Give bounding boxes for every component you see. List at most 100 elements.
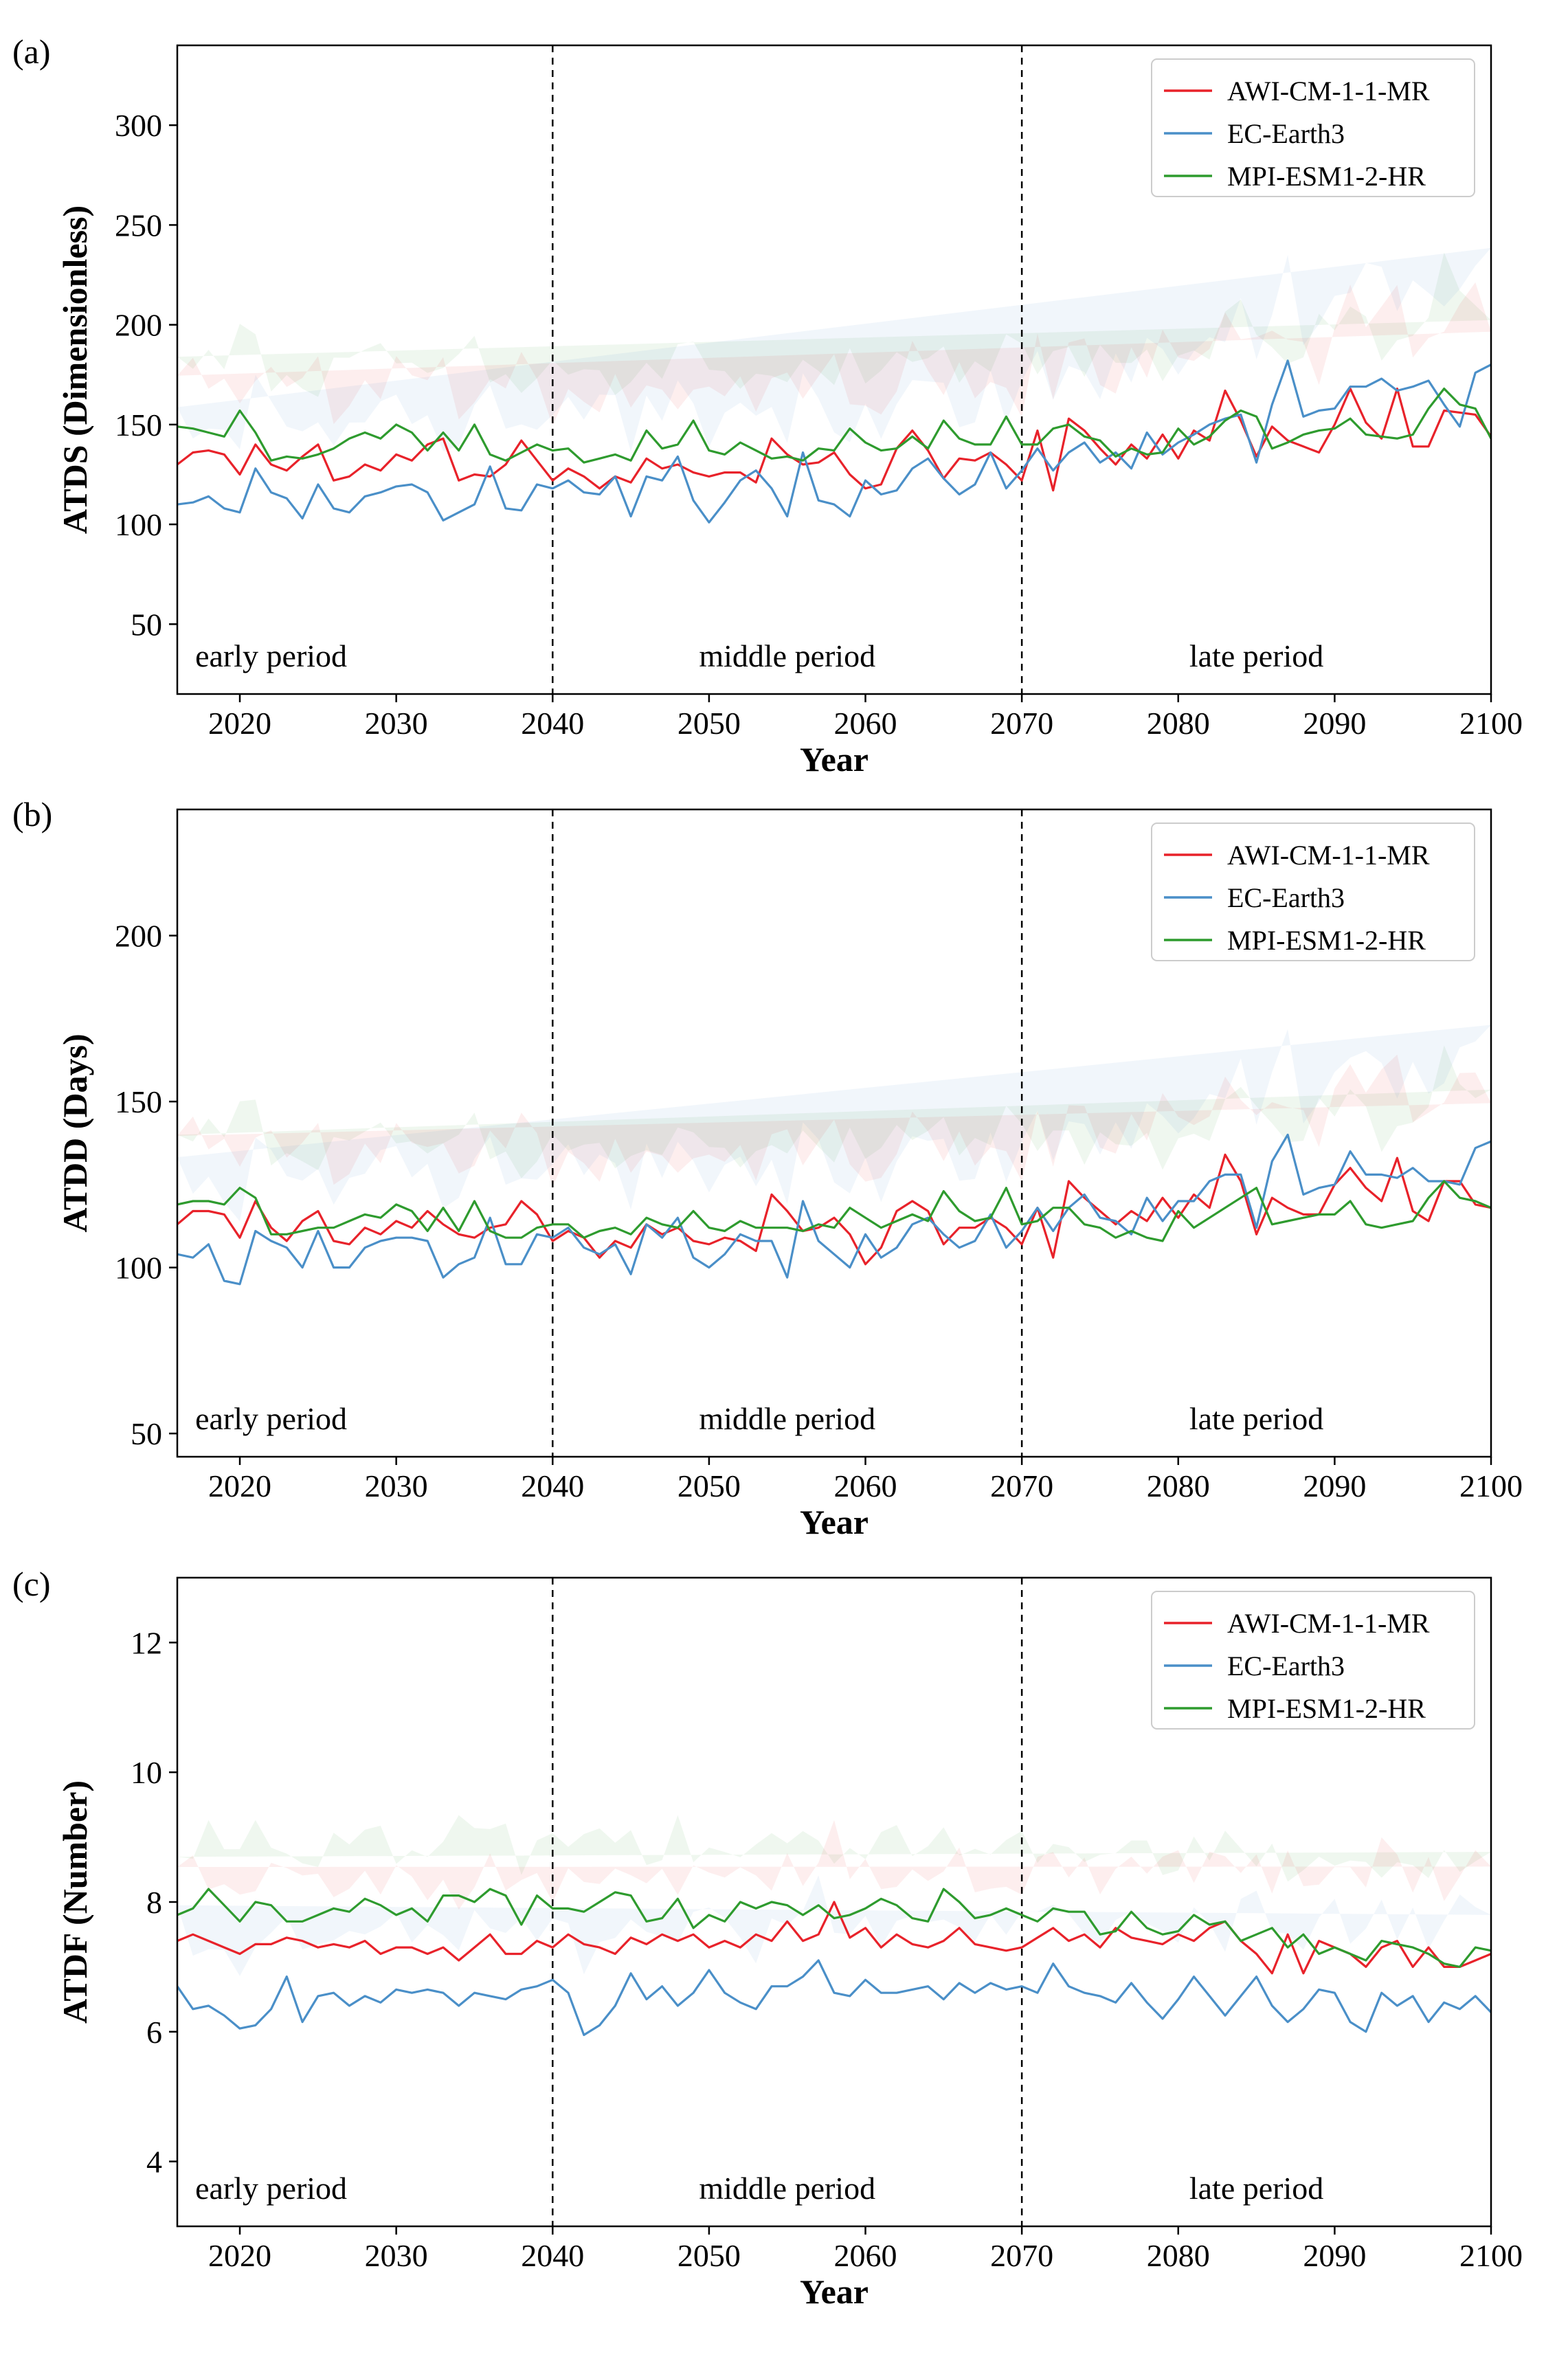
x-tick-label: 2020 — [208, 1468, 271, 1503]
legend-box — [1151, 1591, 1475, 1730]
x-tick-label: 2020 — [208, 706, 271, 741]
legend-entry: EC-Earth3 — [1227, 1651, 1345, 1681]
y-tick-label: 200 — [115, 919, 162, 954]
legend-entry: EC-Earth3 — [1227, 118, 1345, 149]
legend: AWI-CM-1-1-MR EC-Earth3 MPI-ESM1-2-HR — [1151, 823, 1475, 961]
legend-entry: MPI-ESM1-2-HR — [1227, 1693, 1426, 1724]
band-EC-Earth3 — [177, 1875, 1491, 1976]
series-line-AWI-CM-1-1-MR — [177, 1153, 1491, 1266]
x-tick-label: 2070 — [990, 706, 1053, 741]
legend: AWI-CM-1-1-MR EC-Earth3 MPI-ESM1-2-HR — [1151, 58, 1475, 197]
period-label: early period — [195, 2171, 347, 2206]
legend-entry: AWI-CM-1-1-MR — [1227, 840, 1430, 871]
legend-entry: AWI-CM-1-1-MR — [1227, 76, 1430, 107]
series-line-EC-Earth3 — [177, 359, 1491, 524]
x-tick-label: 2080 — [1147, 706, 1210, 741]
series-line-AWI-CM-1-1-MR — [177, 1901, 1491, 1975]
y-tick-label: 10 — [131, 1755, 162, 1790]
y-axis-label: ATDF (Number) — [56, 1780, 94, 2024]
y-tick-label: 50 — [131, 607, 162, 642]
y-tick-label: 12 — [131, 1625, 162, 1660]
x-tick-label: 2080 — [1147, 2238, 1210, 2273]
series-line-MPI-ESM1-2-HR — [177, 388, 1491, 464]
series-line-MPI-ESM1-2-HR — [177, 1888, 1491, 1968]
panel-label: (a) — [12, 32, 51, 71]
y-tick-label: 100 — [115, 1251, 162, 1286]
band-AWI-CM-1-1-MR — [177, 1820, 1491, 1910]
x-tick-label: 2100 — [1459, 1468, 1523, 1503]
y-axis-label: ATDS (Dimensionless) — [56, 205, 94, 534]
period-label: middle period — [699, 638, 875, 673]
x-tick-label: 2030 — [365, 1468, 428, 1503]
period-label: middle period — [699, 2171, 875, 2206]
series-line-AWI-CM-1-1-MR — [177, 388, 1491, 492]
x-tick-label: 2100 — [1459, 2238, 1523, 2273]
legend-box — [1151, 823, 1475, 961]
x-tick-label: 2070 — [990, 2238, 1053, 2273]
series-line-EC-Earth3 — [177, 1133, 1491, 1286]
legend-box — [1151, 58, 1475, 197]
x-tick-label: 2100 — [1459, 706, 1523, 741]
x-axis-label: Year — [800, 740, 869, 779]
period-label: middle period — [699, 1401, 875, 1436]
x-tick-label: 2060 — [834, 2238, 897, 2273]
period-label: late period — [1189, 638, 1323, 673]
chart-panel-1: 2020 2030 2040 2050 2060 2070 2080 2090 2100 50 10… — [12, 32, 1523, 779]
x-tick-label: 2050 — [677, 2238, 741, 2273]
x-tick-label: 2070 — [990, 1468, 1053, 1503]
band-AWI-CM-1-1-MR — [177, 282, 1491, 426]
x-tick-label: 2050 — [677, 1468, 741, 1503]
uncertainty-bands — [177, 247, 1491, 452]
x-tick-label: 2030 — [365, 706, 428, 741]
period-label: early period — [195, 638, 347, 673]
y-tick-label: 4 — [146, 2145, 162, 2180]
y-tick-label: 8 — [146, 1885, 162, 1920]
x-axis-label: Year — [800, 2272, 869, 2311]
period-label: late period — [1189, 2171, 1323, 2206]
series-lines — [177, 1888, 1491, 2037]
x-tick-label: 2040 — [521, 706, 584, 741]
x-tick-label: 2090 — [1303, 2238, 1366, 2273]
uncertainty-bands — [177, 1025, 1491, 1222]
x-tick-label: 2090 — [1303, 1468, 1366, 1503]
legend-entry: AWI-CM-1-1-MR — [1227, 1608, 1430, 1639]
x-tick-label: 2050 — [677, 706, 741, 741]
uncertainty-bands — [177, 1815, 1491, 1976]
x-tick-label: 2080 — [1147, 1468, 1210, 1503]
band-MPI-ESM1-2-HR — [177, 1815, 1491, 1882]
axes-frame — [176, 44, 1492, 695]
y-tick-label: 50 — [131, 1416, 162, 1451]
x-tick-label: 2040 — [521, 1468, 584, 1503]
band-MPI-ESM1-2-HR — [177, 252, 1491, 397]
axes-frame — [176, 808, 1492, 1458]
period-label: early period — [195, 1401, 347, 1436]
y-axis-label: ATDD (Days) — [56, 1033, 94, 1232]
band-EC-Earth3 — [177, 1025, 1491, 1222]
x-tick-label: 2090 — [1303, 706, 1366, 741]
x-tick-label: 2040 — [521, 2238, 584, 2273]
panel-label: (c) — [12, 1565, 51, 1603]
x-tick-label: 2020 — [208, 2238, 271, 2273]
y-tick-label: 150 — [115, 1084, 162, 1119]
series-line-EC-Earth3 — [177, 1959, 1491, 2037]
panel-label: (b) — [12, 795, 52, 833]
x-axis-label: Year — [800, 1503, 869, 1541]
band-MPI-ESM1-2-HR — [177, 1045, 1491, 1178]
y-tick-label: 250 — [115, 208, 162, 243]
legend: AWI-CM-1-1-MR EC-Earth3 MPI-ESM1-2-HR — [1151, 1591, 1475, 1730]
y-tick-label: 300 — [115, 108, 162, 143]
y-tick-label: 6 — [146, 2015, 162, 2050]
y-tick-label: 100 — [115, 507, 162, 542]
y-tick-label: 200 — [115, 308, 162, 343]
series-lines — [177, 1133, 1491, 1286]
period-label: late period — [1189, 1401, 1323, 1436]
x-tick-label: 2030 — [365, 2238, 428, 2273]
legend-entry: MPI-ESM1-2-HR — [1227, 925, 1426, 956]
band-EC-Earth3 — [177, 247, 1491, 452]
chart-panel-3: 2020 2030 2040 2050 2060 2070 2080 2090 2100 4 6 8 1… — [12, 1565, 1523, 2311]
series-lines — [177, 359, 1491, 524]
x-tick-label: 2060 — [834, 706, 897, 741]
chart-panel-2: 2020 2030 2040 2050 2060 2070 2080 2090 2100 50 10… — [12, 795, 1523, 1541]
y-tick-label: 150 — [115, 407, 162, 443]
